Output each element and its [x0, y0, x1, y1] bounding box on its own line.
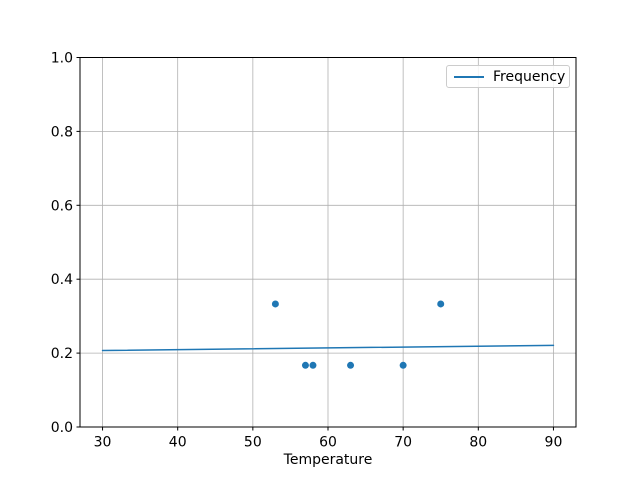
- y-tick-label: 0.8: [51, 124, 73, 140]
- scatter-point: [301, 361, 309, 369]
- legend-line-sample-icon: [454, 75, 484, 78]
- scatter-point: [399, 361, 407, 369]
- y-tick-label: 0.2: [51, 346, 73, 362]
- scatter-point: [271, 300, 279, 308]
- x-axis-label: Temperature: [283, 452, 373, 468]
- x-tick-label: 60: [319, 435, 337, 451]
- series-line-frequency: [101, 344, 555, 352]
- x-tick-label: 80: [469, 435, 487, 451]
- y-tick-label: 1.0: [51, 51, 73, 67]
- legend-entry-label: Frequency: [493, 68, 566, 85]
- y-tick-label: 0.0: [51, 420, 73, 436]
- scatter-point: [347, 361, 355, 369]
- scatter-point: [309, 361, 317, 369]
- x-tick-label: 40: [169, 435, 187, 451]
- legend: Frequency: [446, 65, 570, 88]
- x-tick-label: 30: [94, 435, 112, 451]
- y-tick-label: 0.6: [51, 198, 73, 214]
- y-tick-label: 0.4: [51, 272, 73, 288]
- x-tick-label: 70: [394, 435, 412, 451]
- x-tick-label: 90: [545, 435, 563, 451]
- scatter-point: [437, 300, 445, 308]
- x-tick-label: 50: [244, 435, 262, 451]
